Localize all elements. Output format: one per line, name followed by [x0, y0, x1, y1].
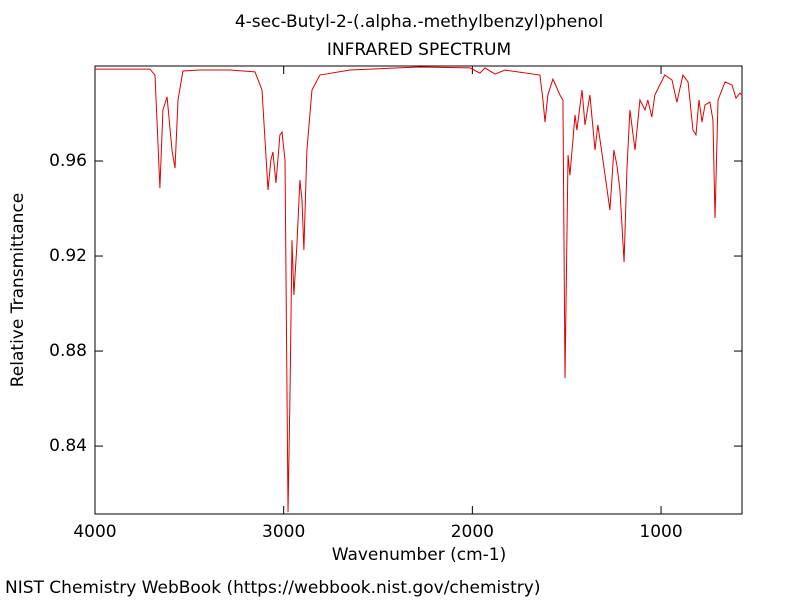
- spectrum-line: [95, 66, 743, 513]
- chart-title: 4-sec-Butyl-2-(.alpha.-methylbenzyl)phen…: [235, 12, 603, 32]
- y-tick-label: 0.96: [49, 151, 87, 171]
- x-tick-label: 3000: [262, 522, 305, 542]
- x-axis-label: Wavenumber (cm-1): [332, 545, 507, 565]
- source-note: NIST Chemistry WebBook (https://webbook.…: [5, 578, 540, 598]
- plot-frame: [94, 65, 743, 515]
- x-tick-label: 4000: [73, 522, 116, 542]
- y-tick-label: 0.92: [49, 246, 87, 266]
- y-tick-label: 0.84: [49, 436, 87, 456]
- y-tick-label: 0.88: [49, 341, 87, 361]
- x-tick-label: 2000: [451, 522, 494, 542]
- x-tick-label: 1000: [639, 522, 682, 542]
- chart-subtitle: INFRARED SPECTRUM: [327, 40, 511, 60]
- y-axis-label: Relative Transmittance: [8, 193, 28, 388]
